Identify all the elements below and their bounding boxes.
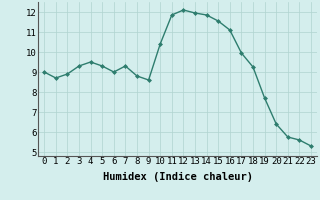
X-axis label: Humidex (Indice chaleur): Humidex (Indice chaleur) bbox=[103, 172, 252, 182]
